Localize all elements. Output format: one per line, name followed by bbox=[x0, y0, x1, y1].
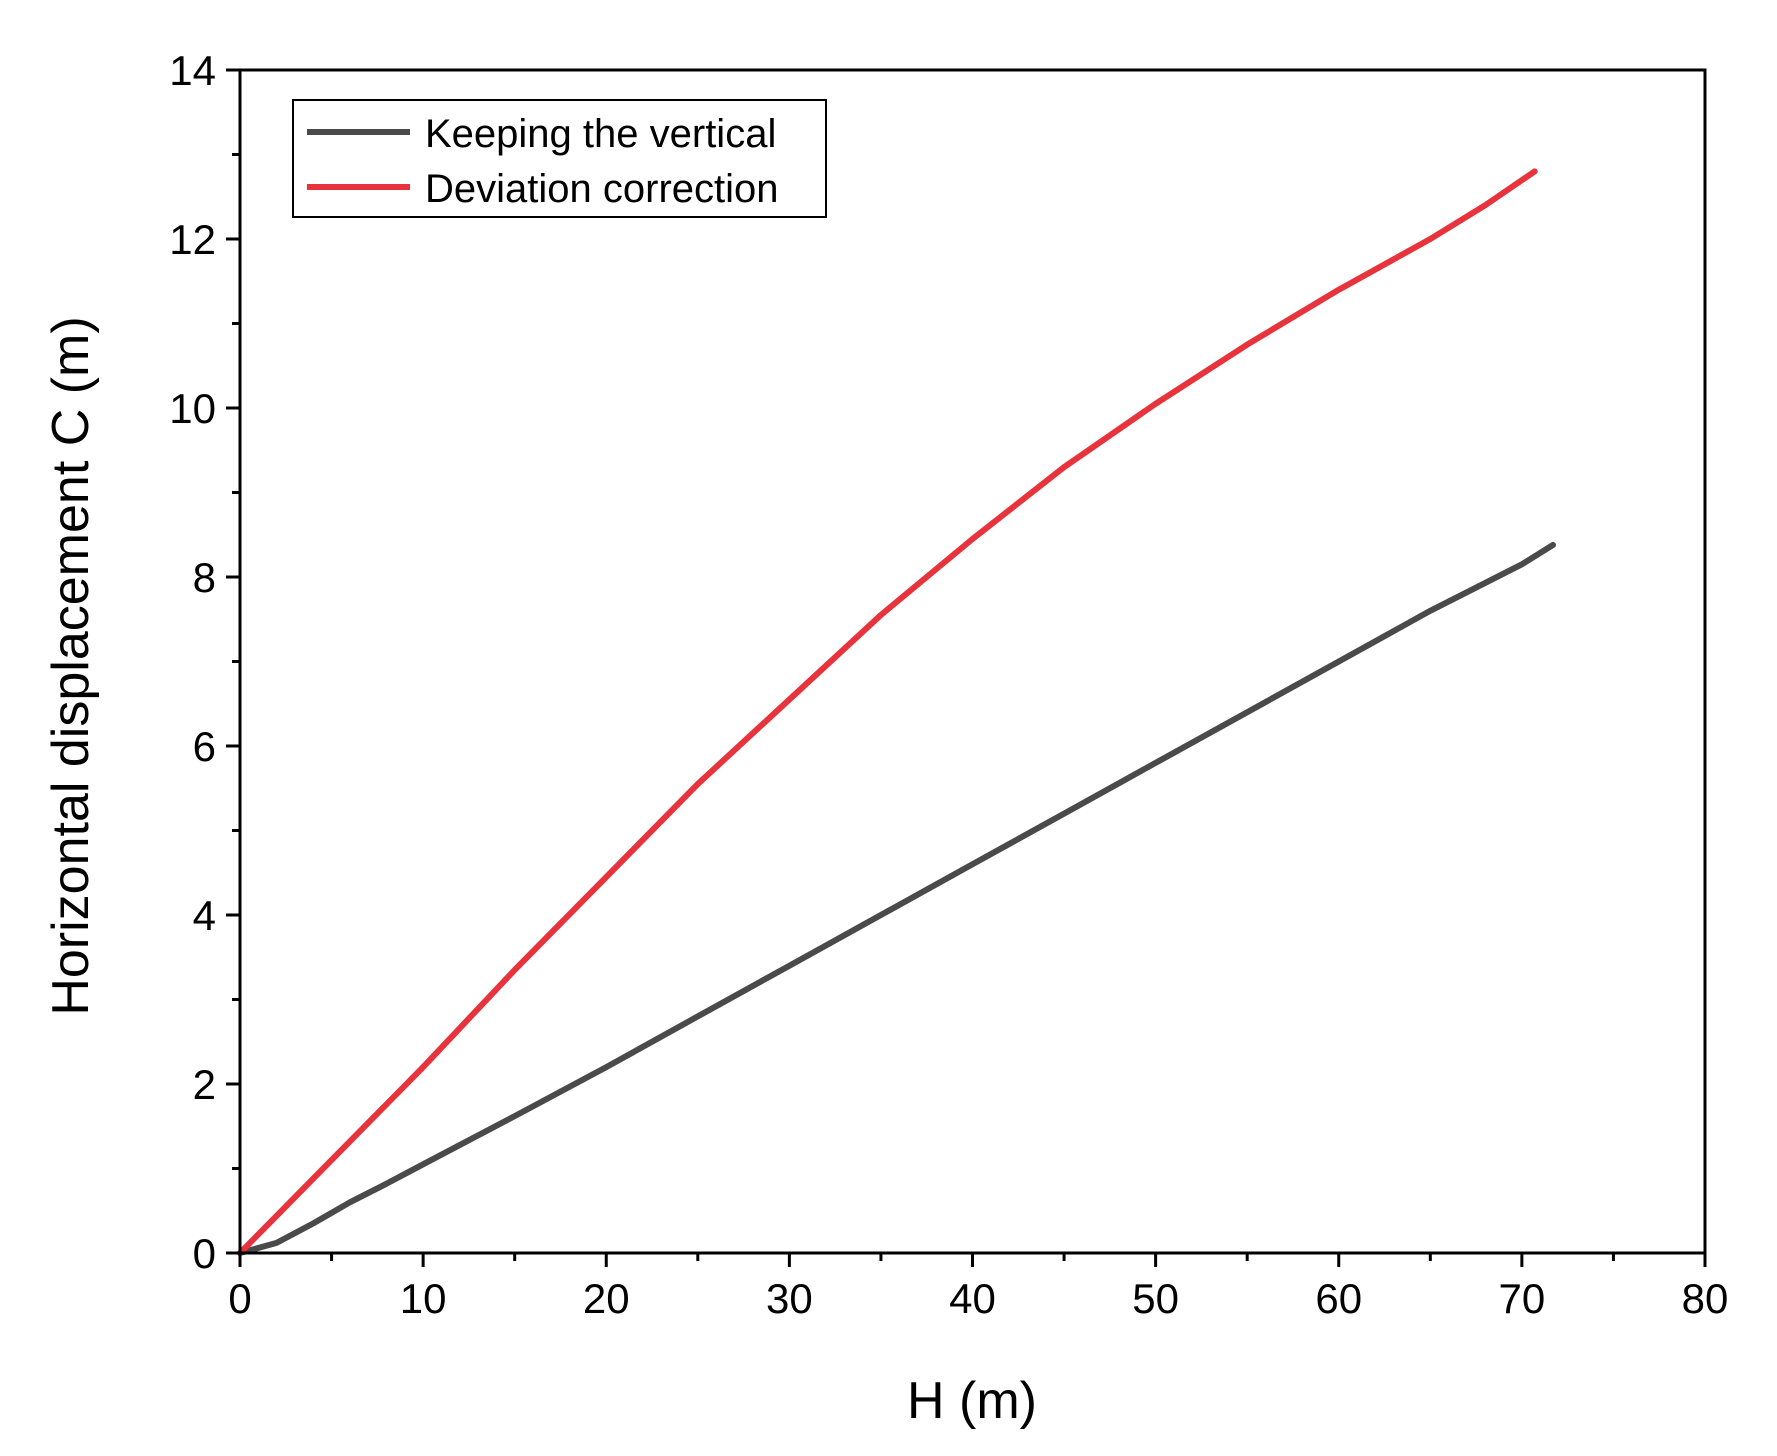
x-tick-label: 30 bbox=[766, 1275, 813, 1322]
legend: Keeping the vertical Deviation correctio… bbox=[292, 99, 827, 218]
x-tick-label: 80 bbox=[1682, 1275, 1729, 1322]
y-tick-label: 2 bbox=[193, 1061, 216, 1108]
legend-box bbox=[292, 99, 827, 218]
x-tick-label: 60 bbox=[1315, 1275, 1362, 1322]
plot-frame bbox=[238, 68, 1707, 1255]
x-tick-label: 10 bbox=[400, 1275, 447, 1322]
x-axis-title: H (m) bbox=[907, 1372, 1037, 1430]
x-tick-label: 50 bbox=[1132, 1275, 1179, 1322]
x-tick-label: 70 bbox=[1499, 1275, 1546, 1322]
y-tick-label: 4 bbox=[193, 892, 216, 939]
x-tick-label: 20 bbox=[583, 1275, 630, 1322]
y-axis-title: Horizontal displacement C (m) bbox=[42, 316, 100, 1015]
series-layer bbox=[237, 168, 1556, 1256]
y-tick-label: 10 bbox=[169, 385, 216, 432]
y-tick-label: 8 bbox=[193, 554, 216, 601]
x-tick-label: 0 bbox=[228, 1275, 251, 1322]
series-line-0 bbox=[237, 541, 1556, 1256]
series-line-1 bbox=[237, 168, 1538, 1256]
legend-label-keeping-vertical: Keeping the vertical bbox=[425, 112, 776, 156]
legend-label-deviation-correction: Deviation correction bbox=[425, 167, 779, 211]
y-tick-label: 6 bbox=[193, 723, 216, 770]
y-tick-label: 14 bbox=[169, 47, 216, 94]
y-tick-label: 0 bbox=[193, 1230, 216, 1277]
axes-layer: 0 10 20 30 40 50 60 70 80 0 2 4 6 8 10 12 14 bbox=[169, 47, 1728, 1322]
x-tick-label: 40 bbox=[949, 1275, 996, 1322]
y-tick-label: 12 bbox=[169, 216, 216, 263]
